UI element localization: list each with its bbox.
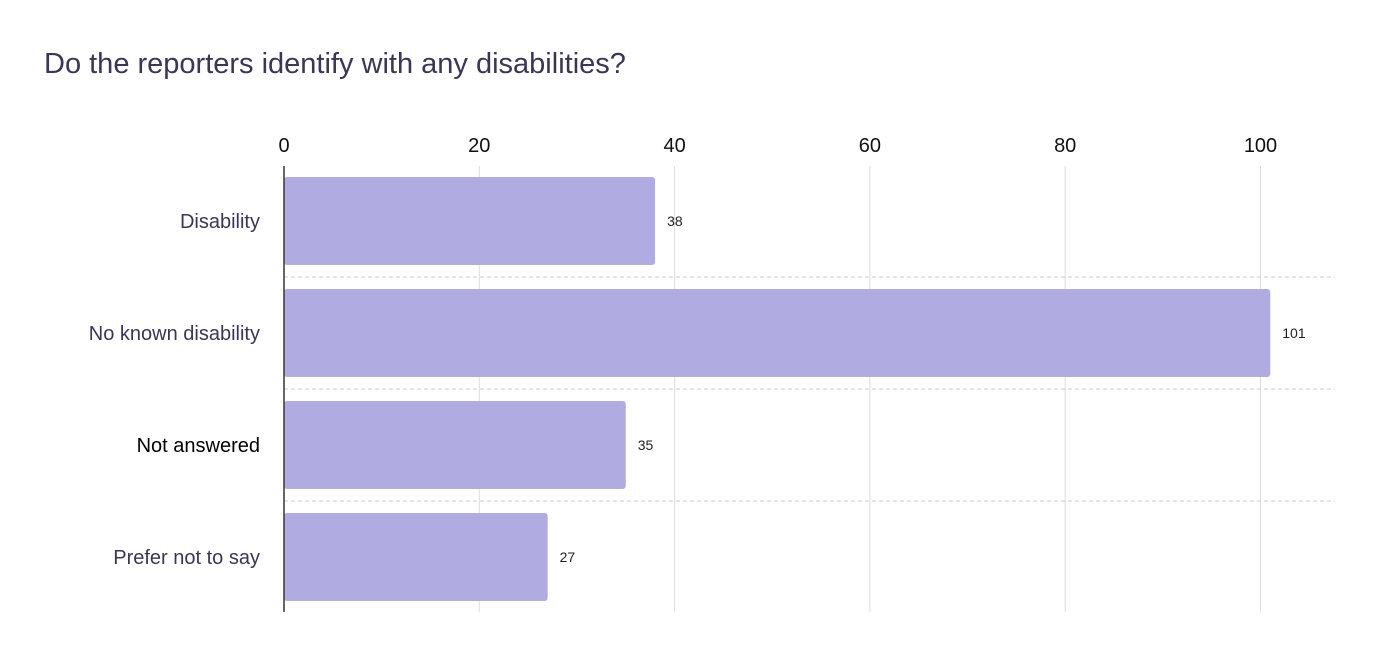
data-label: 27 — [560, 549, 576, 565]
x-tick-label: 20 — [468, 135, 490, 157]
row-separators — [284, 276, 1335, 502]
bars — [284, 177, 1271, 601]
bar-prefer-not-to-say — [284, 513, 548, 601]
data-label: 101 — [1282, 325, 1306, 341]
category-label: Not answered — [137, 435, 260, 457]
bar-disability — [284, 177, 656, 265]
category-label: Disability — [180, 211, 260, 233]
category-label: Prefer not to say — [113, 547, 260, 569]
x-tick-label: 40 — [663, 135, 685, 157]
data-label: 35 — [638, 437, 654, 453]
x-tick-label: 0 — [278, 135, 289, 157]
x-tick-label: 100 — [1244, 135, 1277, 157]
labels: 0 20 40 60 80 100 Disability 38 No known disabil… — [89, 135, 1306, 569]
chart-title: Do the reporters identify with any disab… — [44, 48, 626, 80]
category-label: No known disability — [89, 323, 260, 345]
bar-no-known-disability — [284, 289, 1271, 377]
x-tick-label: 60 — [859, 135, 881, 157]
data-label: 38 — [667, 213, 683, 229]
x-tick-label: 80 — [1054, 135, 1076, 157]
bar-not-answered — [284, 401, 626, 489]
